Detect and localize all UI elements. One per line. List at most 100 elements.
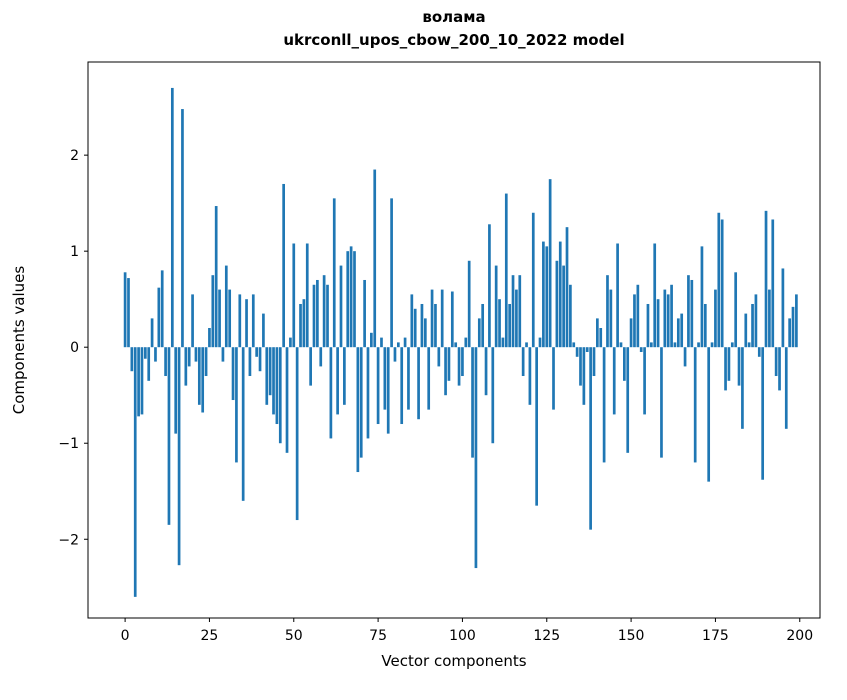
bar: [788, 318, 791, 348]
bar: [680, 313, 684, 348]
bar: [724, 347, 727, 391]
bar: [376, 347, 380, 425]
x-tick-label: 125: [533, 628, 560, 644]
bar: [268, 347, 272, 396]
bar: [197, 347, 201, 405]
bar: [336, 347, 339, 415]
bar: [312, 284, 316, 348]
bar: [515, 289, 518, 348]
bar: [177, 347, 181, 566]
bar: [778, 347, 781, 391]
bar: [221, 347, 225, 362]
bar: [204, 347, 208, 377]
bar: [319, 347, 323, 367]
bar: [768, 289, 771, 348]
bar: [356, 347, 360, 473]
bar: [181, 109, 184, 348]
bar: [123, 272, 127, 348]
bar: [764, 210, 768, 348]
bar: [693, 347, 697, 463]
x-tick-label: 25: [201, 628, 219, 644]
bar: [133, 347, 137, 597]
bar: [295, 347, 299, 521]
bar: [484, 347, 488, 396]
bar: [349, 246, 353, 348]
bar: [393, 347, 397, 362]
bar: [791, 306, 795, 348]
bar: [400, 347, 404, 425]
bar: [390, 198, 393, 348]
bar: [437, 347, 441, 367]
bar: [386, 347, 390, 434]
bar: [150, 318, 154, 348]
bar: [629, 318, 633, 348]
bar: [450, 291, 454, 348]
bar: [434, 303, 437, 348]
bar: [673, 342, 677, 348]
bar: [565, 227, 569, 348]
bar: [407, 347, 410, 410]
bar: [700, 246, 704, 348]
bar: [464, 337, 468, 348]
ticks-group: −2 −1 0 1 2 0 25 50 75 100 125 150 175 200: [58, 148, 813, 644]
bar: [649, 342, 653, 348]
bar: [187, 347, 191, 367]
bar: [710, 342, 714, 348]
bar: [781, 268, 785, 348]
bar: [184, 347, 188, 386]
bar: [720, 219, 724, 348]
bar: [643, 347, 646, 415]
bar: [660, 347, 663, 458]
bar: [359, 347, 363, 458]
bar: [687, 275, 690, 348]
bar: [201, 347, 205, 413]
bar: [531, 212, 535, 348]
bar: [255, 347, 259, 357]
bar: [427, 347, 431, 410]
bar: [521, 347, 525, 377]
bar: [265, 347, 269, 405]
bar: [417, 347, 420, 420]
bar: [218, 289, 221, 348]
bar: [154, 347, 157, 362]
bar: [596, 318, 599, 348]
bar: [727, 347, 731, 381]
bar: [592, 347, 596, 377]
y-axis-label: Components values: [10, 266, 28, 415]
bar: [289, 337, 292, 348]
bar: [231, 347, 235, 401]
bar: [383, 347, 387, 410]
bar: [235, 347, 238, 463]
bar: [396, 342, 400, 348]
bar: [228, 289, 232, 348]
bar: [241, 347, 245, 501]
bar: [761, 347, 765, 480]
bar: [784, 347, 788, 429]
bar: [194, 347, 198, 362]
bar: [440, 289, 444, 348]
bar: [457, 347, 461, 386]
y-tick-label: 2: [70, 148, 79, 164]
bar: [262, 313, 265, 348]
bar: [606, 275, 609, 348]
bar: [572, 342, 576, 348]
bar: [734, 272, 738, 348]
bar: [322, 275, 326, 348]
bar: [602, 347, 606, 463]
bar: [609, 289, 613, 348]
bar: [170, 87, 174, 348]
bar: [585, 347, 589, 352]
bar: [160, 270, 164, 348]
bar: [305, 243, 309, 348]
bar: [663, 289, 667, 348]
bar: [582, 347, 586, 405]
bar: [555, 260, 559, 348]
bar: [380, 337, 383, 348]
bar: [137, 347, 140, 417]
bar: [191, 294, 194, 348]
bar: [623, 347, 626, 381]
bar: [316, 279, 319, 348]
bar: [744, 313, 748, 348]
bar: [332, 198, 336, 348]
bar: [795, 294, 798, 348]
